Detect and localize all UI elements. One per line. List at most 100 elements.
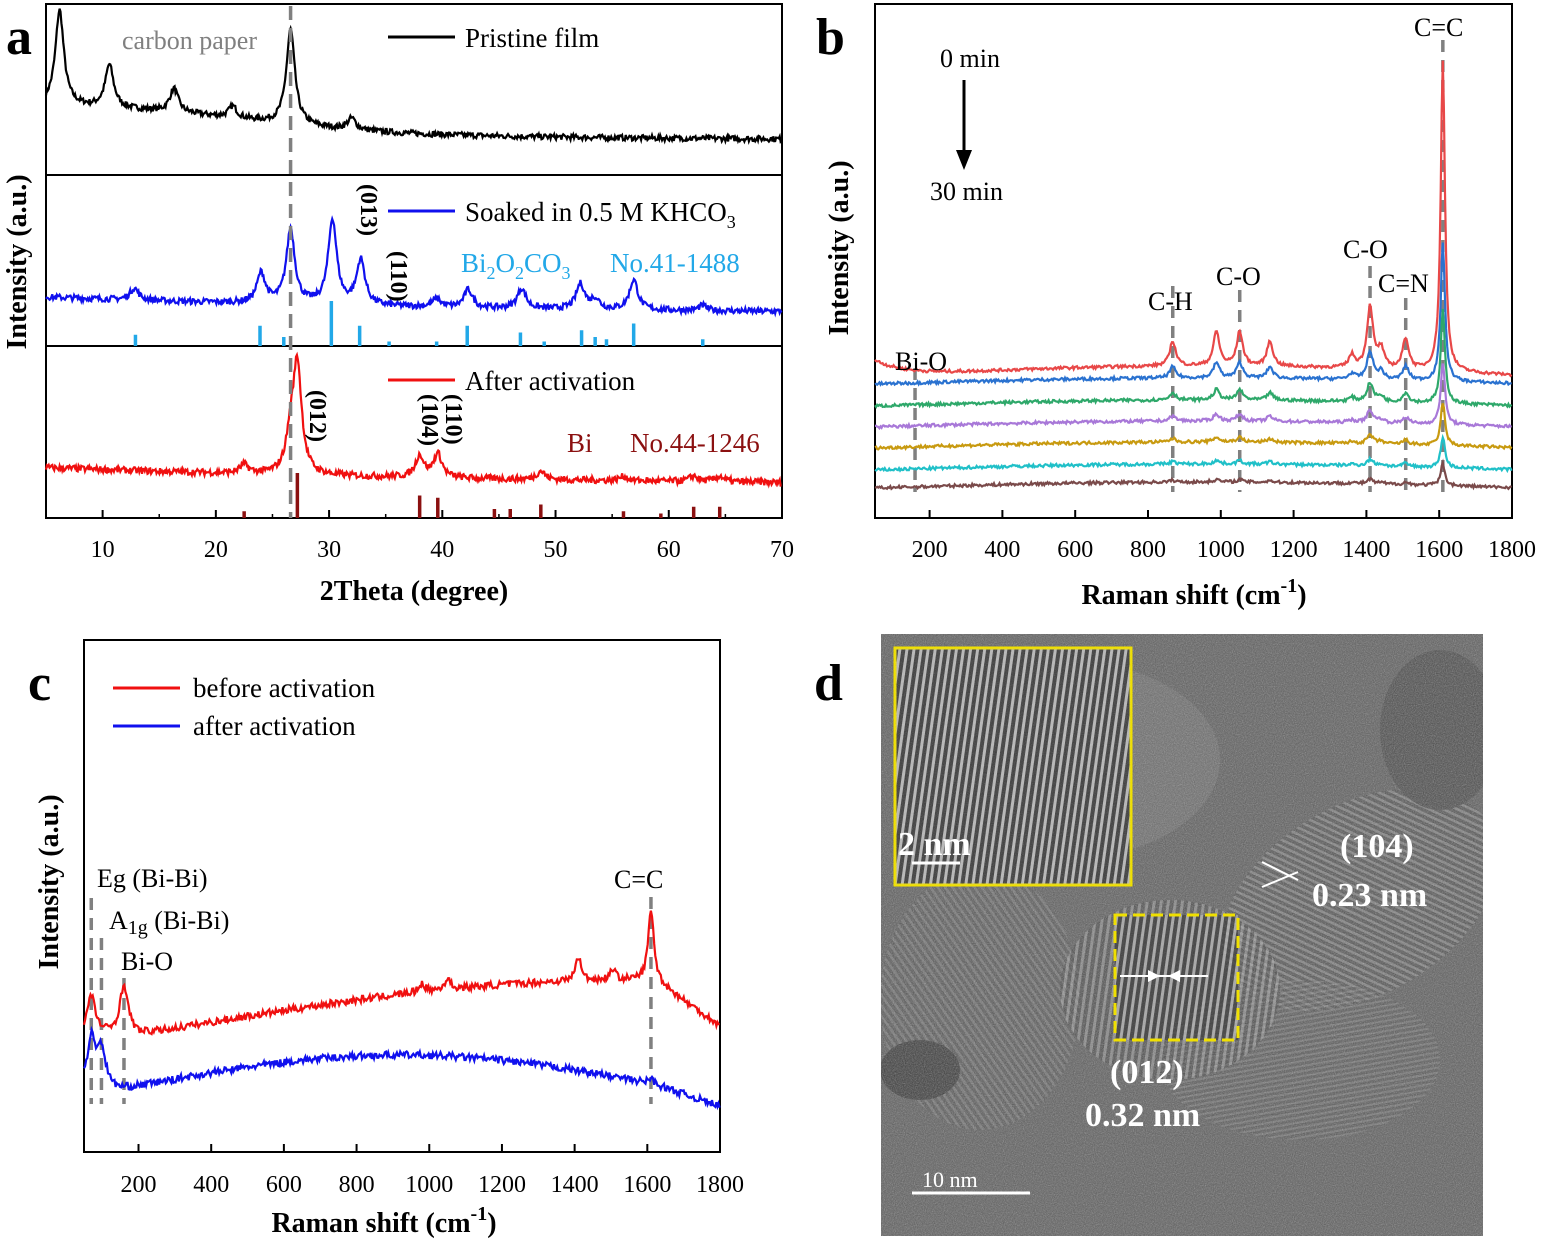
panel-b-x-label-sup: -1 [1281,575,1298,597]
tem-dashed-box [1113,913,1240,1042]
panel-c-letter: c [28,655,51,712]
panel-b-band-labels: Bi-O C-H C-O C-O C=N C=C [895,13,1463,376]
panel-b-x-label-main: Raman shift (cm [1081,580,1280,611]
c-tick-label-800: 800 [339,1172,375,1198]
a1g-post: (Bi-Bi) [148,906,230,935]
panel-a: a 10 20 30 40 50 60 70 carbon paper Pristine f… [2,3,794,607]
panel-a-plot: 10 20 30 40 50 60 70 [44,3,794,563]
b-band-label-0: Bi-O [895,347,947,376]
carbon-paper-label: carbon paper [122,26,257,55]
peak-label-104: (104) [416,394,442,446]
panel-b-x-label-close: ) [1297,580,1306,611]
panel-b-curves [874,60,1513,491]
a-tick-label-50: 50 [544,537,568,563]
panel-c-x-ticks: 200 400 600 800 1000 1200 1400 1600 1800 [121,1144,744,1198]
panel-b: b 200 400 600 800 1000 1200 1400 1600 1800 Bi-O C… [816,3,1536,611]
c-tick-label-1000: 1000 [405,1172,453,1198]
c-tick-label-1200: 1200 [478,1172,526,1198]
time-end-label: 30 min [930,177,1003,206]
panel-c-x-label-close: ) [487,1208,496,1239]
raman-c-curve-0 [82,910,720,1036]
legend-soaked-sub: 3 [727,212,736,232]
a-tick-label-70: 70 [770,537,794,563]
legend-after-activation: After activation [465,366,636,396]
b-band-label-1: C-H [1148,287,1193,316]
b-tick-label-1200: 1200 [1270,537,1318,563]
raman-c-curve-1 [83,1025,721,1111]
legend-after-activation-c: after activation [193,711,356,741]
ref-co: CO [524,248,562,278]
ref-sub-3: 3 [562,263,571,283]
xrd-curve-0 [44,8,783,145]
a1g-main: A [109,906,128,935]
band-label-eg: Eg (Bi-Bi) [97,864,208,893]
c-tick-label-1800: 1800 [696,1172,744,1198]
b-band-label-4: C=N [1378,269,1429,298]
tem-inset [893,646,1133,887]
tem-104-marker-1 [1261,861,1299,881]
legend-soaked-main: Soaked in 0.5 M KHCO [465,197,727,227]
panel-c: c 200 400 600 800 1000 1200 1400 1600 1800 befor… [28,639,744,1239]
b-band-label-3: C-O [1343,235,1388,264]
tem-012-arrow-left [1148,970,1160,982]
raman-curve-25-min [874,433,1513,474]
a1g-sub: 1g [128,917,148,939]
panel-a-letter: a [6,9,32,66]
panel-a-reference-lines [133,301,722,518]
b-tick-label-200: 200 [912,537,948,563]
panel-c-band-lines [89,897,653,1104]
b-tick-label-400: 400 [984,537,1020,563]
panel-b-x-label: Raman shift (cm-1) [1081,575,1306,611]
panel-c-curves [82,910,721,1111]
a-tick-label-10: 10 [91,537,115,563]
panel-d: d 2 nm (104) 0.23 nm (012) 0.32 nm 10 nm [814,634,1483,1236]
tem-main-scale-label: 10 nm [922,1167,978,1192]
ref-sub-2b: 2 [515,263,524,283]
tem-inset-scale-label: 2 nm [898,826,971,863]
tem-spacing-104: 0.23 nm [1312,877,1427,914]
panel-c-y-label: Intensity (a.u.) [34,794,65,969]
raman-curve-15-min [874,363,1512,431]
panel-a-frame [45,3,783,519]
a-tick-label-30: 30 [317,537,341,563]
peak-label-110-bi: (110) [440,394,466,445]
time-arrow-head [956,150,972,170]
b-tick-label-800: 800 [1130,537,1166,563]
peak-label-110-soaked: (110) [385,251,411,302]
panel-a-curves [44,8,783,489]
legend-pristine-film: Pristine film [465,23,599,53]
panel-b-letter: b [816,9,845,66]
panel-a-y-label: Intensity (a.u.) [2,174,33,349]
b-tick-label-1000: 1000 [1197,537,1245,563]
a-tick-label-40: 40 [430,537,454,563]
legend-soaked: Soaked in 0.5 M KHCO3 [465,197,736,232]
c-tick-label-600: 600 [266,1172,302,1198]
panel-c-x-label-main: Raman shift (cm [271,1208,470,1239]
ref-number-44-1246: No.44-1246 [630,428,760,458]
ref-label-bi2o2co3: Bi2O2CO3 [461,248,571,283]
raman-curve-20-min [874,403,1513,451]
peak-label-012: (012) [304,390,330,442]
tem-012-arrow-right [1168,970,1180,982]
b-tick-label-1800: 1800 [1488,537,1536,563]
panel-a-x-label: 2Theta (degree) [320,576,508,607]
b-tick-label-600: 600 [1057,537,1093,563]
band-label-a1g: A1g (Bi-Bi) [109,906,229,939]
c-tick-label-1400: 1400 [551,1172,599,1198]
panel-b-frame [874,3,1513,519]
xrd-curve-1 [45,215,783,318]
tem-spacing-012: 0.32 nm [1085,1097,1200,1134]
a-tick-label-60: 60 [657,537,681,563]
c-tick-label-200: 200 [121,1172,157,1198]
panel-c-x-label: Raman shift (cm-1) [271,1203,496,1239]
a-tick-label-20: 20 [204,537,228,563]
ref-bi: Bi [461,248,487,278]
b-band-label-5: C=C [1414,13,1463,42]
ref-sub-2a: 2 [487,263,496,283]
time-start-label: 0 min [940,44,1000,73]
c-tick-label-1600: 1600 [623,1172,671,1198]
tem-label-012: (012) [1110,1054,1184,1091]
raman-curve-10-min [874,308,1513,410]
panel-b-x-ticks: 200 400 600 800 1000 1200 1400 1600 1800 [912,510,1536,563]
tem-104-marker-2 [1261,871,1299,888]
